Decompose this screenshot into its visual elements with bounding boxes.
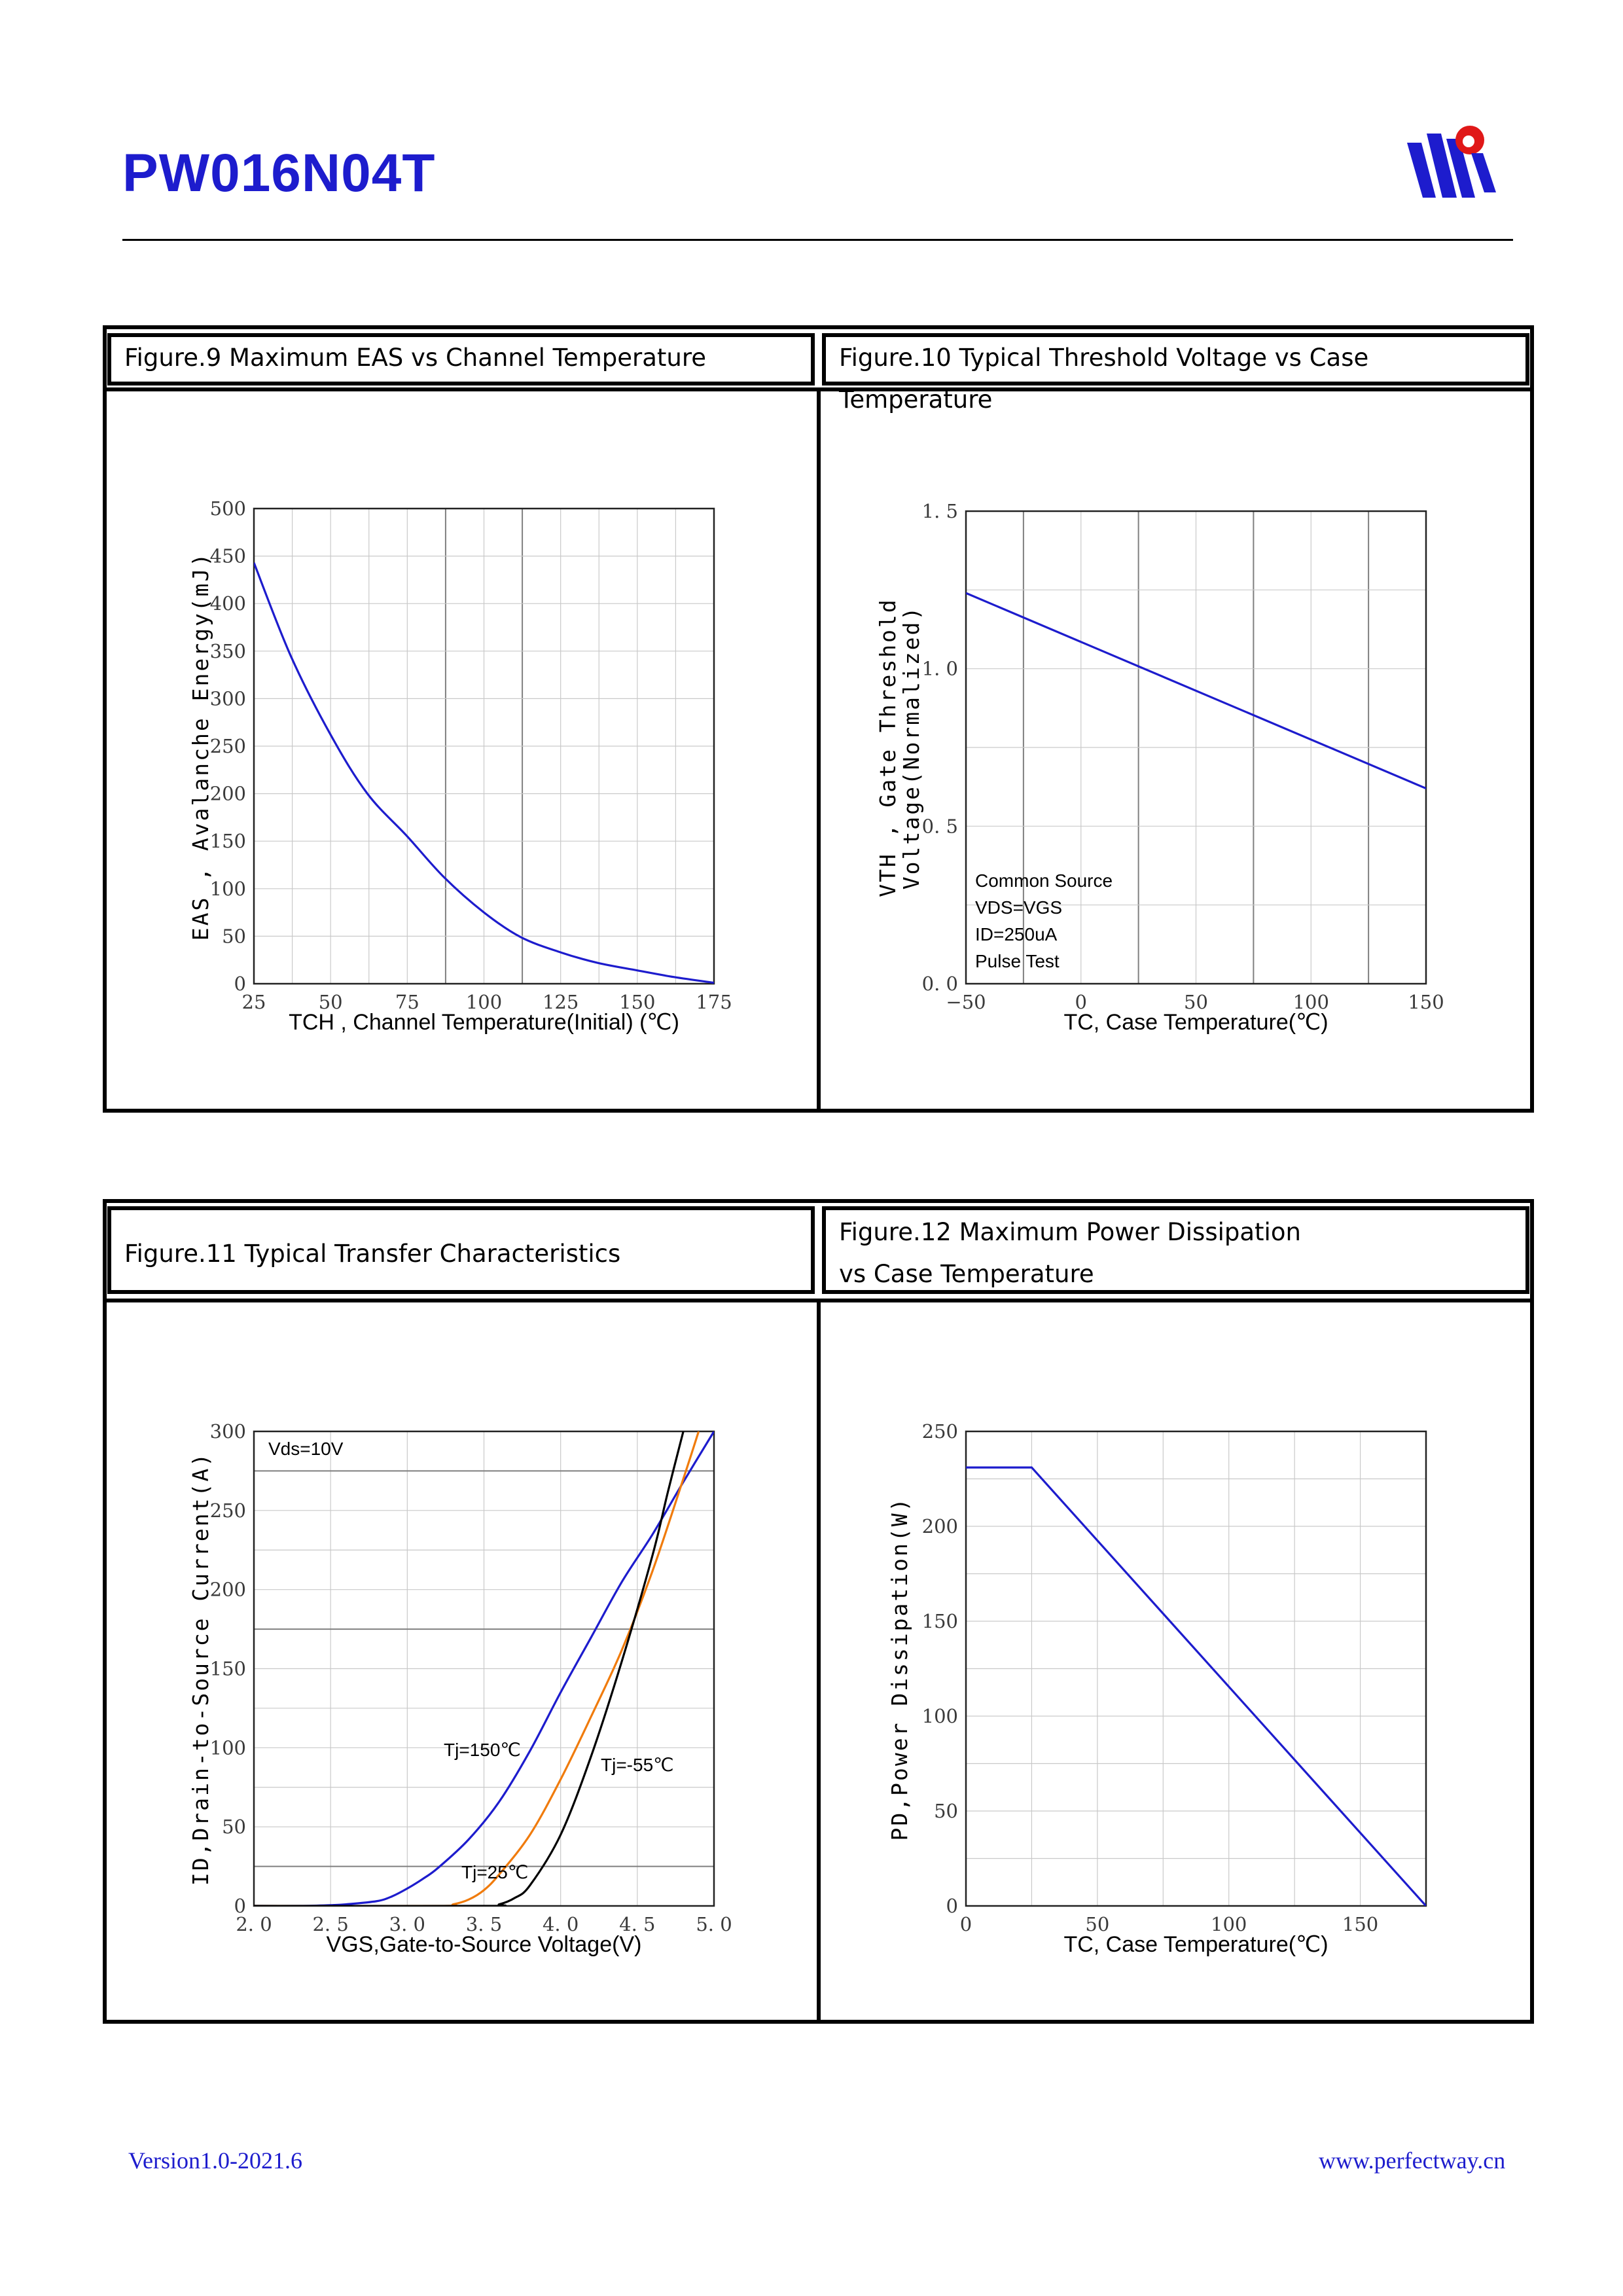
fig12-xaxis-label: TC, Case Temperature(℃) (1063, 1932, 1328, 1957)
group2-center-divider (817, 1299, 821, 2024)
fig12-ytick-label: 50 (934, 1800, 958, 1822)
fig9-axes-frame (253, 507, 715, 985)
fig11-xtick-label: 3. 5 (466, 1913, 502, 1935)
fig10-plot: −50 0 50 100 150 0. 0 0. 5 1. 0 1. 5 TC, Case Tem… (875, 500, 1444, 1035)
fig9-ytick-label: 300 (210, 687, 246, 709)
fig10-ytick-label: 0. 5 (922, 815, 958, 837)
fig12-xtick-label: 50 (1085, 1913, 1109, 1935)
logo-stroke-4 (1471, 153, 1496, 192)
fig12-yaxis-label: PD,Power Dissipation(W) (887, 1497, 912, 1841)
fig10-axes-frame (965, 510, 1427, 985)
fig11-series-tj-55- (254, 1431, 685, 1906)
fig10-annotation-line: VDS=VGS (975, 897, 1062, 918)
fig10-ytick-label: 1. 5 (922, 500, 958, 522)
logo-white-inner (1463, 135, 1474, 147)
logo-stroke-3 (1446, 139, 1475, 198)
fig9-xtick-label: 100 (466, 991, 502, 1013)
fig12-xtick-label: 100 (1211, 1913, 1247, 1935)
fig10-xtick-label: 50 (1184, 991, 1208, 1013)
fig9-ytick-label: 150 (210, 830, 246, 852)
fig10-xtick-label: 150 (1408, 991, 1444, 1013)
fig12-ytick-label: 200 (922, 1515, 958, 1537)
fig11-plot: 2. 0 2. 5 3. 0 3. 5 4. 0 4. 5 5. 0 0 50 100 150 200… (188, 1420, 732, 1957)
fig10-series-vth (966, 592, 1426, 790)
fig11-ytick-label: 100 (210, 1736, 246, 1759)
fig9-ytick-label: 100 (210, 878, 246, 900)
fig10-yaxis-label-line: Voltage(Normalized) (899, 605, 924, 890)
header-divider (122, 239, 1513, 241)
fig12-xtick-label: 0 (960, 1913, 972, 1935)
fig12-ytick-label: 0 (946, 1895, 958, 1917)
fig10-ytick-label: 1. 0 (922, 658, 958, 680)
fig9-ytick-label: 250 (210, 735, 246, 757)
fig11-vds-annotation: Vds=10V (268, 1439, 344, 1459)
logo-stroke-2 (1427, 134, 1457, 198)
company-logo (1407, 126, 1496, 198)
fig9-series-eas (254, 562, 714, 984)
fig9-caption: Figure.9 Maximum EAS vs Channel Temperat… (107, 333, 815, 386)
logo-stroke-1 (1407, 143, 1436, 198)
fig12-ytick-label: 100 (922, 1705, 958, 1727)
group1-center-divider (817, 387, 821, 1113)
part-number-title: PW016N04T (122, 143, 436, 203)
fig10-annotation-line: Common Source (975, 870, 1113, 891)
fig10-yaxis-label-line: VTH , Gate Threshold (875, 598, 901, 897)
fig12-xtick-label: 150 (1342, 1913, 1378, 1935)
fig9-xtick-label: 50 (319, 991, 343, 1013)
fig11-curve-label: Tj=25℃ (461, 1862, 528, 1882)
fig10-ytick-label: 0. 0 (922, 973, 958, 995)
fig12-caption-line2: vs Case Temperature (839, 1260, 1094, 1288)
fig11-ytick-label: 300 (210, 1420, 246, 1443)
fig10-xaxis-label: TC, Case Temperature(℃) (1063, 1010, 1328, 1035)
fig9-xtick-label: 150 (619, 991, 655, 1013)
fig9-xtick-label: 125 (543, 991, 579, 1013)
fig11-xaxis-label: VGS,Gate-to-Source Voltage(V) (327, 1932, 642, 1957)
fig10-annotation-line: ID=250uA (975, 924, 1058, 944)
fig12-caption: Figure.12 Maximum Power Dissipation vs C… (822, 1206, 1529, 1294)
fig9-ytick-label: 450 (210, 545, 246, 567)
fig9-xtick-label: 75 (395, 991, 419, 1013)
footer-version: Version1.0-2021.6 (128, 2147, 302, 2174)
fig11-ytick-label: 150 (210, 1658, 246, 1680)
fig11-xtick-label: 5. 0 (696, 1913, 732, 1935)
fig11-curve-label: Tj=-55℃ (601, 1755, 674, 1775)
fig11-ytick-label: 200 (210, 1579, 246, 1601)
fig9-ytick-label: 500 (210, 497, 246, 520)
fig11-ytick-label: 0 (234, 1895, 246, 1917)
fig10-annotation-line: Pulse Test (975, 951, 1060, 971)
fig12-ytick-label: 250 (922, 1420, 958, 1443)
fig9-ytick-label: 400 (210, 592, 246, 615)
fig11-caption: Figure.11 Typical Transfer Characteristi… (107, 1206, 815, 1294)
fig12-series-pd (966, 1466, 1426, 1906)
fig11-curve-label: Tj=150℃ (444, 1740, 521, 1760)
fig11-xtick-label: 3. 0 (389, 1913, 425, 1935)
fig12-caption-line1: Figure.12 Maximum Power Dissipation (839, 1218, 1301, 1246)
fig11-xtick-label: 4. 5 (619, 1913, 655, 1935)
fig9-ytick-label: 200 (210, 783, 246, 805)
fig12-axes-frame (965, 1430, 1427, 1907)
fig10-xtick-label: 100 (1293, 991, 1329, 1013)
fig10-xtick-label: −50 (946, 991, 986, 1013)
fig11-xtick-label: 2. 5 (312, 1913, 348, 1935)
fig9-xaxis-label: TCH , Channel Temperature(Initial) (℃) (289, 1010, 679, 1035)
fig11-series-tj-150- (254, 1431, 714, 1906)
fig9-ytick-label: 350 (210, 640, 246, 662)
fig9-ytick-label: 0 (234, 973, 246, 995)
fig9-xtick-label: 175 (696, 991, 732, 1013)
fig11-ytick-label: 50 (222, 1816, 246, 1838)
fig10-xtick-label: 0 (1075, 991, 1087, 1013)
fig9-xtick-label: 25 (242, 991, 266, 1013)
fig9-ytick-label: 50 (222, 925, 246, 947)
footer-website: www.perfectway.cn (1319, 2147, 1506, 2174)
fig12-plot: 0 50 100 150 0 50 100 150 200 250 TC, Case Tempera… (887, 1420, 1427, 1957)
fig9-plot: 25 50 75 100 125 150 175 0 50 100 150 200 250 300 350 4… (188, 497, 732, 1035)
fig9-yaxis-label: EAS , Avalanche Energy(mJ) (188, 552, 213, 941)
fig11-xtick-label: 4. 0 (543, 1913, 579, 1935)
fig11-ytick-label: 250 (210, 1499, 246, 1522)
fig12-ytick-label: 150 (922, 1610, 958, 1632)
fig11-xtick-label: 2. 0 (236, 1913, 272, 1935)
fig11-yaxis-label: ID,Drain-to-Source Current(A) (188, 1452, 213, 1886)
